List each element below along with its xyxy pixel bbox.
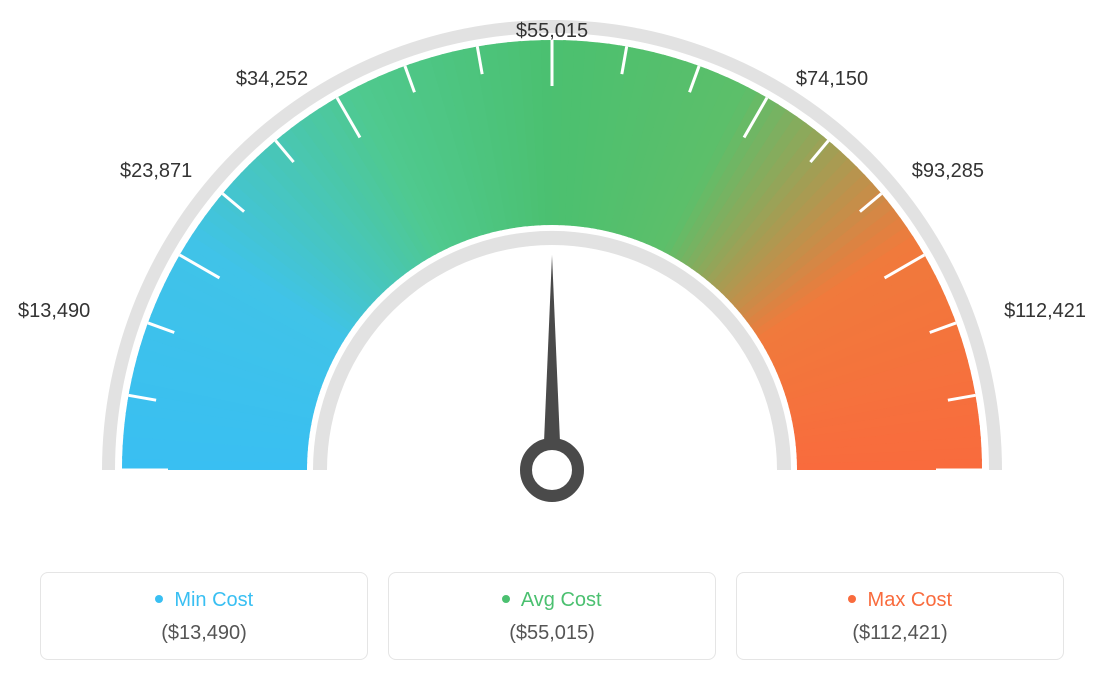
legend-title-label: Max Cost [868, 589, 952, 611]
legend-value-max: ($112,421) [747, 622, 1053, 645]
scale-label: $23,871 [120, 160, 192, 183]
legend-value-avg: ($55,015) [399, 622, 705, 645]
gauge-svg [0, 0, 1104, 560]
legend-title-min: Min Cost [51, 589, 357, 612]
dot-icon [155, 595, 163, 603]
scale-label: $93,285 [912, 160, 984, 183]
scale-label: $55,015 [516, 20, 588, 43]
legend-card-avg: Avg Cost ($55,015) [388, 572, 716, 660]
scale-label: $112,421 [1004, 300, 1086, 323]
legend-card-max: Max Cost ($112,421) [736, 572, 1064, 660]
dot-icon [848, 595, 856, 603]
gauge-chart-container: $13,490 $23,871 $34,252 $55,015 $74,150 $93,2… [0, 0, 1104, 690]
dot-icon [502, 595, 510, 603]
legend-row: Min Cost ($13,490) Avg Cost ($55,015) Ma… [40, 572, 1064, 660]
legend-title-label: Min Cost [174, 589, 253, 611]
legend-value-min: ($13,490) [51, 622, 357, 645]
scale-label: $13,490 [18, 300, 90, 323]
legend-title-label: Avg Cost [521, 589, 602, 611]
scale-label: $74,150 [796, 68, 868, 91]
legend-title-max: Max Cost [747, 589, 1053, 612]
scale-label: $34,252 [236, 68, 308, 91]
gauge-area: $13,490 $23,871 $34,252 $55,015 $74,150 $93,2… [0, 0, 1104, 560]
legend-card-min: Min Cost ($13,490) [40, 572, 368, 660]
legend-title-avg: Avg Cost [399, 589, 705, 612]
